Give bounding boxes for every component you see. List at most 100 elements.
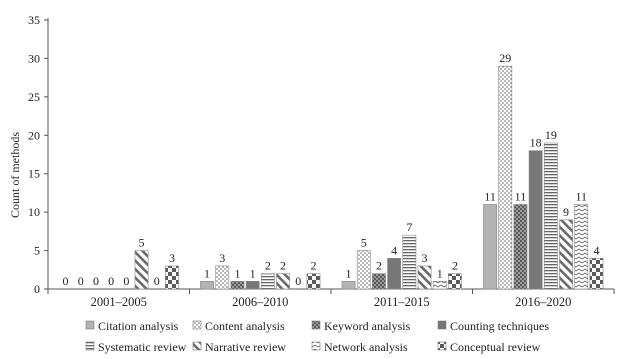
legend-swatch xyxy=(311,320,321,330)
legend-item: Conceptual review xyxy=(437,340,541,354)
x-axis: 2001–2005 2006–2010 2011–2015 2016–2020 xyxy=(47,288,615,309)
legend-label: Content analysis xyxy=(205,319,285,333)
y-tick-label: 30 xyxy=(28,51,40,65)
data-label: 2 xyxy=(376,259,382,273)
data-label: 11 xyxy=(575,189,587,203)
data-label: 1 xyxy=(234,266,240,280)
bar xyxy=(574,204,589,290)
bar xyxy=(372,273,386,290)
bar xyxy=(215,265,230,290)
legend-label: Systematic review xyxy=(98,340,187,354)
data-label: 3 xyxy=(422,251,428,265)
data-label: 7 xyxy=(406,220,412,234)
data-label: 2 xyxy=(280,259,286,273)
data-label: 0 xyxy=(78,274,84,288)
legend-swatch xyxy=(437,341,447,351)
data-label: 9 xyxy=(563,205,569,219)
bar xyxy=(134,250,149,290)
legend-item: Content analysis xyxy=(192,319,285,333)
y-tick-label: 25 xyxy=(28,90,40,104)
bar xyxy=(165,265,179,290)
data-label: 0 xyxy=(108,274,114,288)
bar xyxy=(402,234,417,290)
bar xyxy=(483,204,497,290)
bar xyxy=(356,250,371,290)
data-label: 0 xyxy=(63,274,69,288)
data-label: 1 xyxy=(204,266,210,280)
y-tick-label: 20 xyxy=(28,128,40,142)
data-label: 11 xyxy=(484,189,496,203)
data-label: 5 xyxy=(361,236,367,250)
legend-label: Keyword analysis xyxy=(324,319,411,333)
bar xyxy=(513,204,528,290)
data-label: 3 xyxy=(169,251,175,265)
data-label: 2 xyxy=(310,259,316,273)
legend-label: Counting techniques xyxy=(450,319,549,333)
bar xyxy=(432,281,447,290)
bar xyxy=(230,281,245,290)
legend-item: Keyword analysis xyxy=(311,319,411,333)
bar xyxy=(559,219,573,290)
legend-label: Conceptual review xyxy=(450,340,541,354)
bar xyxy=(448,273,462,290)
bar xyxy=(341,281,356,290)
y-axis: 0 5 10 15 20 25 30 35 xyxy=(28,13,49,296)
data-label: 1 xyxy=(250,266,256,280)
legend-swatch xyxy=(192,341,202,351)
y-tick-label: 5 xyxy=(34,244,40,258)
bar xyxy=(276,273,290,290)
x-tick-label: 2006–2010 xyxy=(232,295,288,309)
y-tick-label: 10 xyxy=(28,205,40,219)
data-label: 18 xyxy=(530,136,542,150)
y-tick-label: 15 xyxy=(28,167,40,181)
legend-swatch xyxy=(85,320,95,330)
data-label: 4 xyxy=(391,243,397,257)
data-label: 4 xyxy=(593,243,599,257)
legend-label: Narrative review xyxy=(205,340,286,354)
data-label: 0 xyxy=(93,274,99,288)
data-label: 3 xyxy=(219,251,225,265)
legend-swatch xyxy=(437,320,447,330)
legend-label: Network analysis xyxy=(324,340,408,354)
legend-item: Network analysis xyxy=(311,340,408,354)
x-tick-label: 2016–2020 xyxy=(515,295,571,309)
legend-item: Narrative review xyxy=(192,340,286,354)
legend-item: Systematic review xyxy=(85,340,187,354)
legend-swatch xyxy=(311,341,321,351)
x-tick-label: 2011–2015 xyxy=(374,295,430,309)
bar xyxy=(200,281,214,290)
data-label: 2 xyxy=(452,259,458,273)
data-label: 0 xyxy=(154,274,160,288)
x-tick-label: 2001–2005 xyxy=(91,295,147,309)
data-label: 0 xyxy=(295,274,301,288)
bar xyxy=(498,65,513,290)
legend: Citation analysis Content analysis Keyword… xyxy=(85,319,549,354)
data-label: 5 xyxy=(139,236,145,250)
bar xyxy=(245,281,260,290)
data-label: 1 xyxy=(437,266,443,280)
bar xyxy=(543,142,558,290)
data-label: 2 xyxy=(265,259,271,273)
bar xyxy=(260,273,275,290)
legend-swatch xyxy=(192,320,202,330)
y-axis-label: Count of methods xyxy=(8,132,22,218)
data-label: 19 xyxy=(545,128,557,142)
legend-swatch xyxy=(85,341,95,351)
data-label: 11 xyxy=(515,189,527,203)
data-label: 1 xyxy=(346,266,352,280)
data-label: 29 xyxy=(499,51,511,65)
legend-label: Citation analysis xyxy=(98,319,179,333)
legend-item: Counting techniques xyxy=(437,319,549,333)
bar xyxy=(528,150,543,290)
y-tick-label: 35 xyxy=(28,13,40,27)
bar xyxy=(589,257,604,290)
data-label: 0 xyxy=(123,274,129,288)
bars xyxy=(134,65,604,290)
bar xyxy=(306,273,321,290)
bar xyxy=(417,265,432,290)
bar xyxy=(387,257,402,290)
legend-item: Citation analysis xyxy=(85,319,179,333)
